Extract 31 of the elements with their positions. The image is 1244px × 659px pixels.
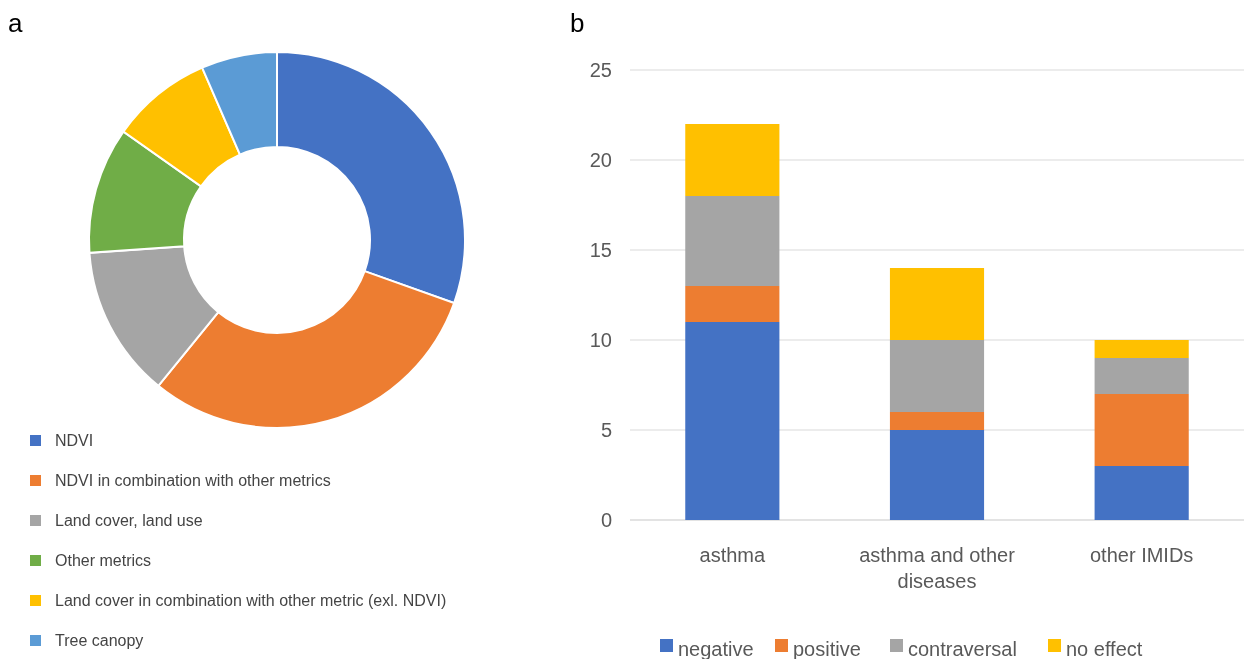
legend-label: no effect — [1066, 638, 1143, 659]
x-tick-label: asthma and other diseases — [859, 544, 1016, 592]
legend-label: Other metrics — [55, 552, 152, 569]
bar — [685, 322, 780, 520]
bar — [889, 340, 985, 412]
bar — [685, 286, 780, 322]
y-tick-label: 0 — [600, 509, 612, 531]
y-tick-label: 15 — [589, 239, 612, 261]
legend-label: contraversal — [908, 638, 1017, 659]
legend-label: Tree canopy — [55, 632, 144, 649]
bar — [1094, 466, 1189, 520]
legend-label: Land cover, land use — [55, 512, 203, 529]
bar — [889, 412, 985, 430]
x-tick-label: other IMIDs — [1089, 544, 1194, 566]
y-tick-label: 10 — [589, 329, 612, 351]
y-tick-label: 5 — [600, 419, 612, 441]
y-tick-label: 20 — [589, 149, 612, 171]
x-tick-label: asthma — [699, 544, 766, 566]
bar — [685, 124, 780, 196]
bar — [889, 430, 985, 520]
bar — [1094, 358, 1189, 394]
y-tick-label: 25 — [589, 59, 612, 81]
bar — [889, 268, 985, 340]
bar — [1094, 340, 1189, 358]
legend-label: Land cover in combination with other metric (exl. NDVI) — [55, 592, 447, 609]
legend-label: NDVI in combination with other metrics — [55, 472, 331, 489]
chart-title: b — [570, 8, 585, 38]
bar — [685, 196, 780, 286]
legend-label: NDVI — [55, 432, 94, 449]
bar — [1094, 394, 1189, 466]
chart-title: a — [8, 8, 23, 38]
